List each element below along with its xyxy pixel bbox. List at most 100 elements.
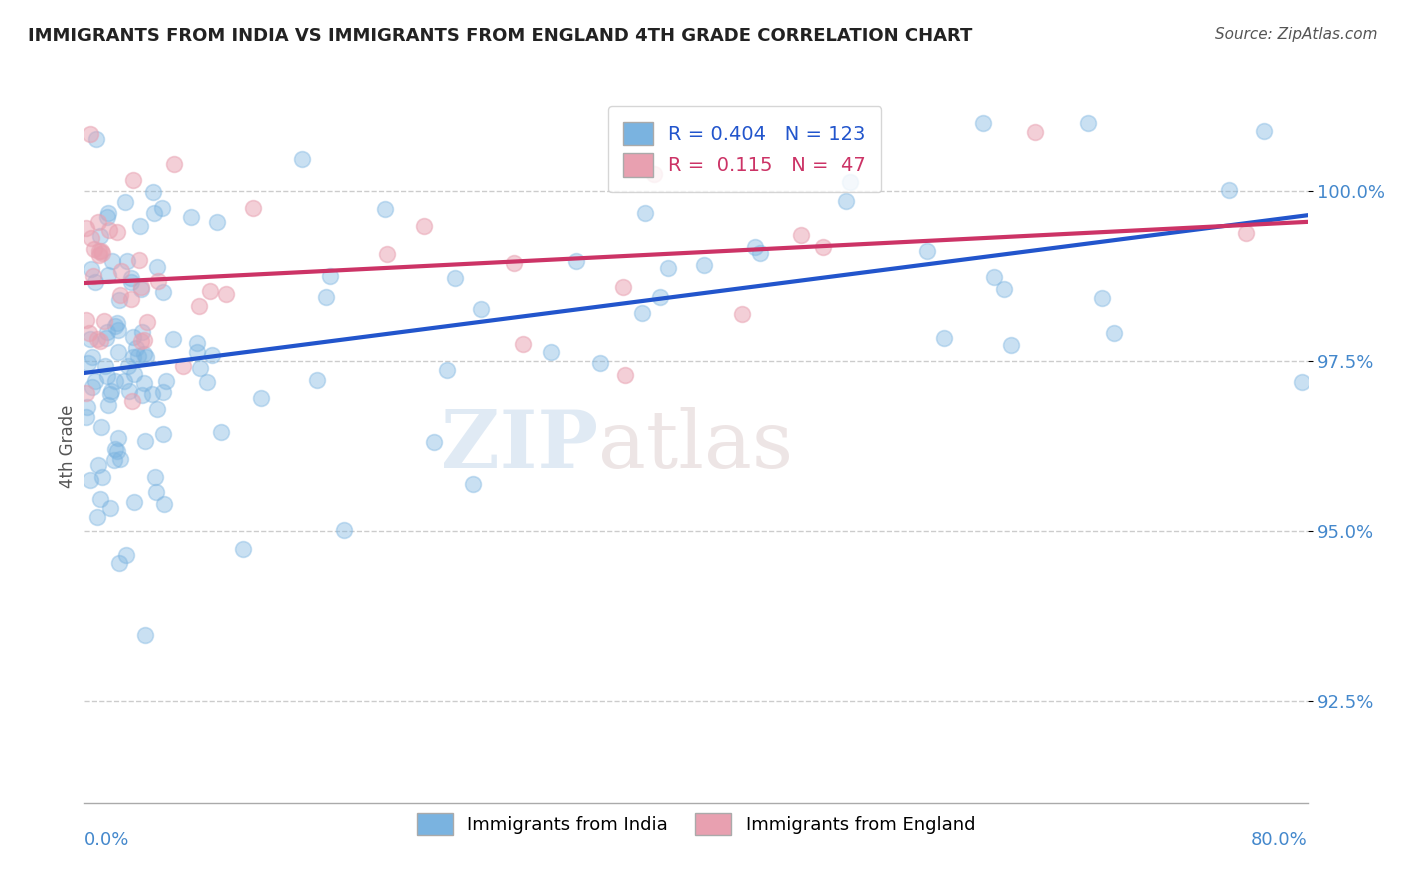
- Point: [83, 242, 105, 256]
- Point: [232, 541, 254, 556]
- Point: [1218, 183, 1240, 197]
- Point: [135, 351, 157, 365]
- Point: [811, 240, 834, 254]
- Point: [461, 476, 484, 491]
- Point: [91, 245, 114, 260]
- Point: [122, 367, 145, 381]
- Point: [120, 276, 142, 290]
- Point: [104, 375, 127, 389]
- Point: [186, 335, 208, 350]
- Point: [917, 244, 939, 259]
- Point: [172, 359, 194, 373]
- Point: [129, 334, 152, 348]
- Point: [104, 442, 127, 457]
- Point: [197, 375, 219, 389]
- Text: Source: ZipAtlas.com: Source: ZipAtlas.com: [1215, 27, 1378, 42]
- Point: [146, 401, 169, 416]
- Point: [143, 206, 166, 220]
- Point: [503, 255, 526, 269]
- Point: [97, 206, 120, 220]
- Point: [115, 548, 138, 562]
- Point: [186, 345, 208, 359]
- Point: [1077, 116, 1099, 130]
- Point: [180, 210, 202, 224]
- Point: [932, 331, 955, 345]
- Point: [101, 254, 124, 268]
- Point: [121, 350, 143, 364]
- Point: [692, 259, 714, 273]
- Point: [143, 470, 166, 484]
- Point: [108, 556, 131, 570]
- Point: [318, 268, 340, 283]
- Point: [86, 509, 108, 524]
- Point: [75, 409, 97, 424]
- Point: [107, 345, 129, 359]
- Point: [75, 221, 97, 235]
- Point: [1024, 125, 1046, 139]
- Point: [118, 384, 141, 399]
- Point: [134, 376, 156, 390]
- Point: [209, 425, 232, 439]
- Point: [374, 202, 396, 216]
- Point: [470, 301, 492, 316]
- Point: [198, 284, 221, 298]
- Point: [97, 398, 120, 412]
- Legend: Immigrants from India, Immigrants from England: Immigrants from India, Immigrants from E…: [408, 804, 984, 844]
- Point: [105, 444, 128, 458]
- Point: [82, 380, 104, 394]
- Point: [87, 244, 110, 259]
- Point: [134, 347, 156, 361]
- Point: [201, 348, 224, 362]
- Point: [90, 420, 112, 434]
- Point: [152, 285, 174, 300]
- Point: [82, 268, 104, 283]
- Point: [589, 356, 612, 370]
- Point: [315, 291, 337, 305]
- Point: [96, 210, 118, 224]
- Point: [104, 319, 127, 334]
- Point: [89, 334, 111, 349]
- Point: [307, 373, 329, 387]
- Point: [136, 315, 159, 329]
- Point: [731, 307, 754, 321]
- Point: [789, 227, 811, 242]
- Point: [79, 473, 101, 487]
- Point: [84, 131, 107, 145]
- Point: [145, 484, 167, 499]
- Point: [423, 435, 446, 450]
- Point: [115, 253, 138, 268]
- Point: [79, 332, 101, 346]
- Point: [332, 523, 354, 537]
- Point: [631, 306, 654, 320]
- Point: [155, 374, 177, 388]
- Text: 0.0%: 0.0%: [84, 831, 129, 849]
- Point: [93, 314, 115, 328]
- Point: [146, 275, 169, 289]
- Point: [131, 388, 153, 402]
- Point: [114, 195, 136, 210]
- Point: [141, 387, 163, 401]
- Point: [129, 280, 152, 294]
- Point: [162, 332, 184, 346]
- Point: [152, 385, 174, 400]
- Point: [94, 331, 117, 345]
- Point: [107, 431, 129, 445]
- Point: [291, 152, 314, 166]
- Text: IMMIGRANTS FROM INDIA VS IMMIGRANTS FROM ENGLAND 4TH GRADE CORRELATION CHART: IMMIGRANTS FROM INDIA VS IMMIGRANTS FROM…: [28, 27, 973, 45]
- Point: [128, 253, 150, 268]
- Point: [1000, 338, 1022, 352]
- Point: [122, 172, 145, 186]
- Point: [152, 426, 174, 441]
- Point: [96, 369, 118, 384]
- Point: [153, 497, 176, 511]
- Point: [98, 501, 121, 516]
- Point: [105, 316, 128, 330]
- Point: [89, 228, 111, 243]
- Point: [613, 368, 636, 382]
- Point: [75, 313, 97, 327]
- Point: [89, 492, 111, 507]
- Point: [657, 260, 679, 275]
- Point: [134, 434, 156, 448]
- Point: [114, 374, 136, 388]
- Point: [128, 219, 150, 234]
